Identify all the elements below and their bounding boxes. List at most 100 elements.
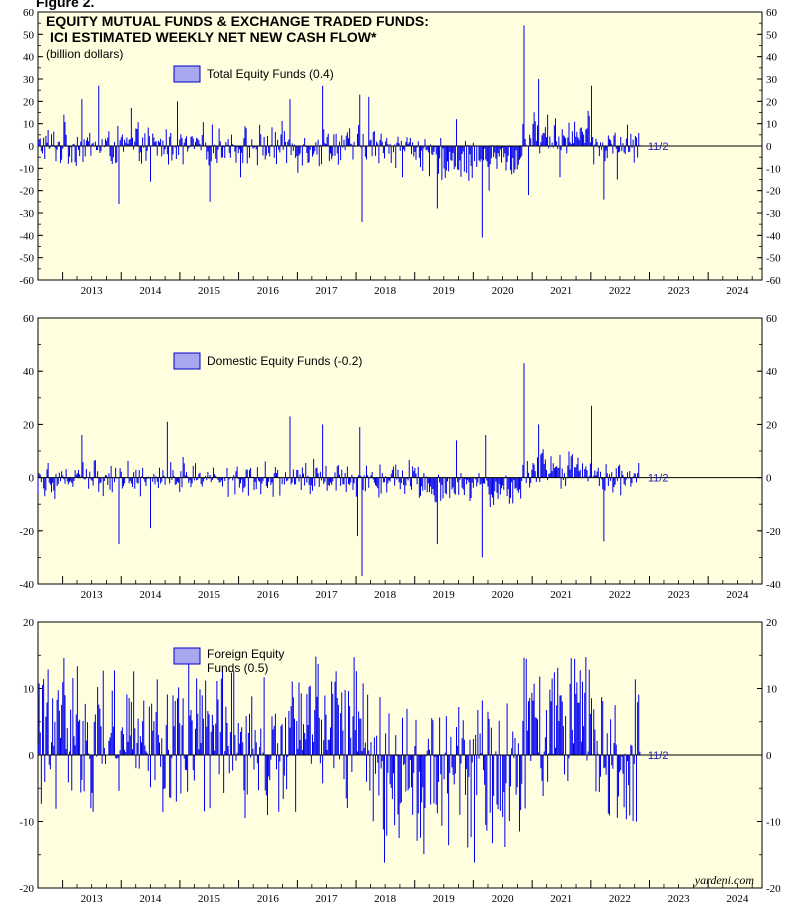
weekly-flow-bar [341,469,343,478]
x-year-label: 2015 [198,285,221,297]
weekly-flow-bar [275,146,278,165]
weekly-flow-bar [118,477,120,545]
weekly-flow-bar [149,146,152,182]
weekly-flow-bar [196,678,198,755]
weekly-flow-bar [116,146,118,163]
weekly-flow-bar [292,146,294,151]
weekly-flow-bar [359,718,361,755]
weekly-flow-bar [289,727,291,755]
weekly-flow-bar [214,144,216,146]
weekly-flow-bar [126,137,128,146]
x-year-label: 2017 [315,893,338,905]
weekly-flow-bar [598,755,600,793]
weekly-flow-bar [277,743,279,755]
weekly-flow-bar [199,689,201,755]
y-tick-label-left: -60 [19,275,34,287]
weekly-flow-bar [172,470,174,478]
weekly-flow-bar [558,467,560,478]
weekly-flow-bar [246,146,248,164]
weekly-flow-bar [88,141,90,146]
weekly-flow-bar [63,114,65,146]
y-tick-label-right: 60 [766,7,778,19]
weekly-flow-bar [255,146,257,150]
weekly-flow-bar [443,146,445,169]
weekly-flow-bar [108,740,110,755]
weekly-flow-bar [440,137,442,146]
weekly-flow-bar [342,146,344,148]
weekly-flow-bar [502,755,504,818]
weekly-flow-bar [275,755,278,770]
weekly-flow-bar [535,477,537,482]
weekly-flow-bar [493,146,495,157]
weekly-flow-bar [202,718,204,755]
weekly-flow-bar [313,741,315,755]
weekly-flow-bar [416,146,418,148]
weekly-flow-bar [525,658,527,755]
weekly-flow-bar [587,110,589,146]
weekly-flow-bar [244,755,246,819]
weekly-flow-bar [236,146,238,148]
weekly-flow-bar [91,143,93,146]
weekly-flow-bar [356,477,358,537]
weekly-flow-bar [206,477,208,481]
weekly-flow-bar [325,465,327,478]
weekly-flow-bar [248,713,251,755]
weekly-flow-bar [448,146,450,172]
weekly-flow-bar [558,136,560,146]
weekly-flow-bar [89,132,91,146]
x-year-label: 2022 [609,285,631,297]
weekly-flow-bar [342,730,344,755]
weekly-flow-bar [407,755,409,791]
weekly-flow-bar [466,477,468,485]
weekly-flow-bar [509,146,511,171]
weekly-flow-bar [421,477,423,487]
weekly-flow-bar [289,416,291,478]
weekly-flow-bar [196,137,198,146]
weekly-flow-bar [72,477,74,487]
weekly-flow-bar [225,141,227,146]
weekly-flow-bar [340,146,342,161]
weekly-flow-bar [223,146,225,148]
x-year-label: 2020 [492,893,515,905]
weekly-flow-bar [635,755,637,822]
weekly-flow-bar [575,693,577,755]
weekly-flow-bar [424,755,426,809]
weekly-flow-bar [100,726,102,755]
weekly-flow-bar [475,734,477,755]
weekly-flow-bar [80,141,82,146]
figure-label: Figure 2. [36,0,95,10]
weekly-flow-bar [611,755,613,766]
weekly-flow-bar [597,146,599,148]
y-tick-label-right: -10 [766,163,781,175]
weekly-flow-bar [315,468,317,478]
weekly-flow-bar [486,755,488,831]
weekly-flow-bar [153,473,155,478]
weekly-flow-bar [476,477,478,487]
weekly-flow-bar [539,477,541,482]
weekly-flow-bar [248,469,251,478]
weekly-flow-bar [70,709,72,755]
weekly-flow-bar [386,477,388,493]
weekly-flow-bar [347,477,349,484]
weekly-flow-bar [406,708,408,755]
weekly-flow-bar [468,477,470,483]
weekly-flow-bar [626,472,628,478]
weekly-flow-bar [370,139,372,146]
weekly-flow-bar [191,136,193,146]
weekly-flow-bar [50,134,53,146]
weekly-flow-bar [176,698,179,755]
y-tick-label-right: -20 [766,186,781,198]
weekly-flow-bar [337,704,339,755]
weekly-flow-bar [616,146,618,180]
weekly-flow-bar [541,453,543,478]
weekly-flow-bar [394,755,396,826]
y-tick-label-right: -60 [766,275,781,287]
weekly-flow-bar [569,469,571,478]
weekly-flow-bar [188,477,190,484]
weekly-flow-bar [423,755,425,855]
weekly-flow-bar [164,755,166,789]
weekly-flow-bar [212,725,215,755]
weekly-flow-bar [311,734,313,755]
weekly-flow-bar [73,736,75,755]
weekly-flow-bar [523,363,525,478]
